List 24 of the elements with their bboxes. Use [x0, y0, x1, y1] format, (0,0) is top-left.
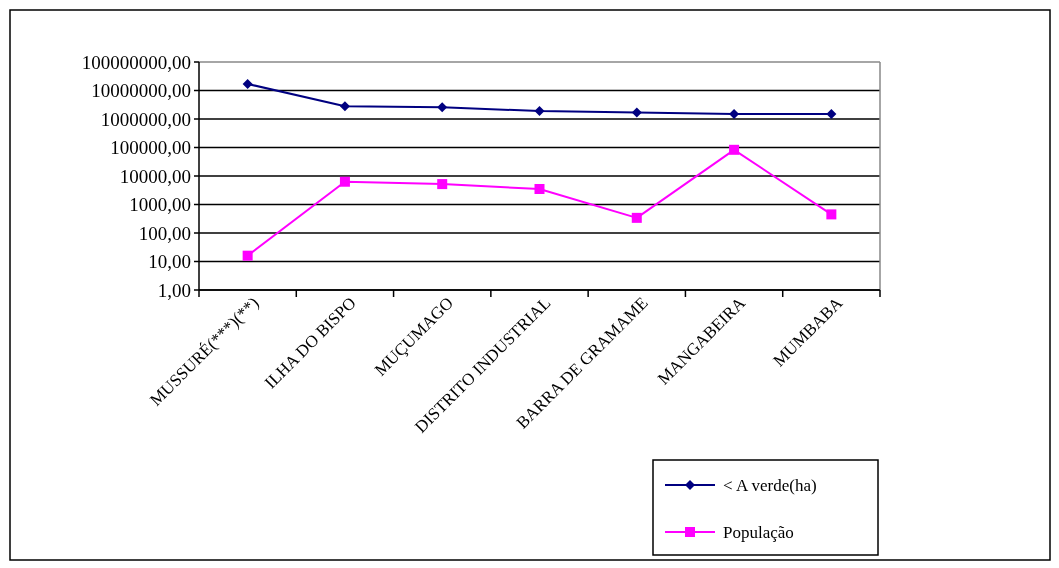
point [242, 250, 253, 261]
y-tick-label: 1000000,00 [100, 108, 191, 130]
point [437, 179, 448, 190]
point [437, 102, 448, 113]
y-tick-label: 1000,00 [129, 194, 191, 216]
point [242, 78, 253, 89]
y-tick-label: 100000000,00 [81, 51, 191, 73]
legend-label: < A verde(ha) [723, 475, 817, 495]
y-tick-label: 100,00 [138, 222, 191, 244]
point [534, 106, 545, 117]
point [534, 183, 545, 194]
legend-label: População [723, 522, 794, 542]
point [729, 144, 740, 155]
y-tick-label: 100000,00 [110, 137, 191, 159]
y-tick-label: 1,00 [157, 279, 191, 301]
point [339, 176, 350, 187]
y-tick-label: 10,00 [148, 251, 191, 273]
point [826, 209, 837, 220]
point [339, 101, 350, 112]
point [631, 107, 642, 118]
point [631, 212, 642, 223]
point [826, 108, 837, 119]
y-tick-label: 10000,00 [119, 165, 191, 187]
y-tick-label: 10000000,00 [91, 80, 191, 102]
